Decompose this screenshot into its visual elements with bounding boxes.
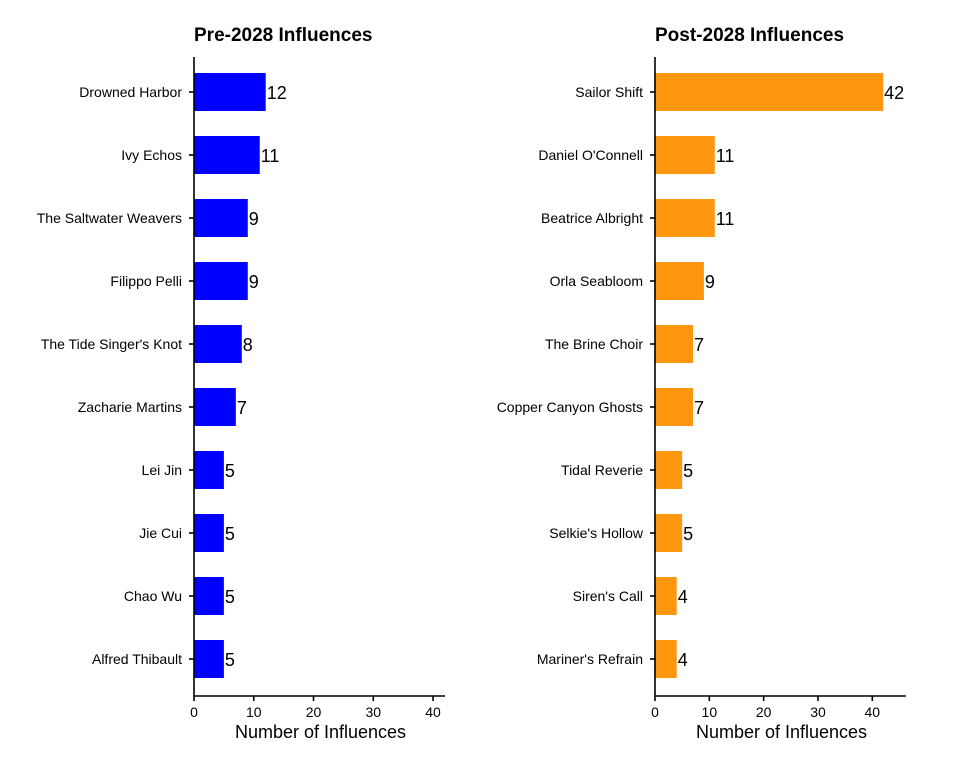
- category-label-copper-canyon-ghosts: Copper Canyon Ghosts: [497, 399, 643, 415]
- value-label-selkie-s-hollow: 5: [683, 524, 693, 544]
- value-label-the-tide-singer-s-knot: 8: [243, 335, 253, 355]
- category-label-the-tide-singer-s-knot: The Tide Singer's Knot: [41, 336, 182, 352]
- bar-chao-wu: [194, 577, 224, 615]
- chart0-x-tick-label-10: 10: [246, 704, 262, 720]
- category-label-zacharie-martins: Zacharie Martins: [78, 399, 182, 415]
- bar-selkie-s-hollow: [655, 514, 683, 552]
- bar-jie-cui: [194, 514, 224, 552]
- value-label-zacharie-martins: 7: [237, 398, 247, 418]
- bar-the-saltwater-weavers: [194, 199, 248, 237]
- category-label-alfred-thibault: Alfred Thibault: [92, 651, 182, 667]
- chart0-x-tick-label-0: 0: [190, 704, 198, 720]
- category-label-sailor-shift: Sailor Shift: [575, 84, 643, 100]
- category-label-beatrice-albright: Beatrice Albright: [541, 210, 643, 226]
- chart0-x-tick-label-20: 20: [306, 704, 322, 720]
- bar-tidal-reverie: [655, 451, 683, 489]
- bar-filippo-pelli: [194, 262, 248, 300]
- value-label-tidal-reverie: 5: [683, 461, 693, 481]
- category-label-daniel-o-connell: Daniel O'Connell: [538, 147, 643, 163]
- chart1-x-tick-label-40: 40: [865, 704, 881, 720]
- value-label-the-saltwater-weavers: 9: [249, 209, 259, 229]
- bar-sailor-shift: [655, 73, 884, 111]
- chart1-x-tick-label-30: 30: [810, 704, 826, 720]
- bar-siren-s-call: [655, 577, 677, 615]
- chart0-x-axis-title: Number of Influences: [235, 722, 406, 742]
- category-label-siren-s-call: Siren's Call: [573, 588, 643, 604]
- value-label-copper-canyon-ghosts: 7: [694, 398, 704, 418]
- bar-the-tide-singer-s-knot: [194, 325, 242, 363]
- bar-mariner-s-refrain: [655, 640, 677, 678]
- value-label-chao-wu: 5: [225, 587, 235, 607]
- category-label-the-saltwater-weavers: The Saltwater Weavers: [37, 210, 182, 226]
- value-label-jie-cui: 5: [225, 524, 235, 544]
- post-2028-chart: Post-2028 Influences Sailor Shift 42 Daniel…: [497, 25, 906, 742]
- category-label-filippo-pelli: Filippo Pelli: [110, 273, 182, 289]
- bar-copper-canyon-ghosts: [655, 388, 694, 426]
- value-label-beatrice-albright: 11: [716, 209, 735, 229]
- pre-2028-chart: Pre-2028 Influences Drowned Harbor 12 Ivy E…: [37, 25, 445, 742]
- chart1-x-tick-label-10: 10: [702, 704, 718, 720]
- bar-beatrice-albright: [655, 199, 715, 237]
- chart0-x-tick-label-30: 30: [365, 704, 381, 720]
- chart0-title: Pre-2028 Influences: [194, 25, 372, 46]
- value-label-daniel-o-connell: 11: [716, 146, 735, 166]
- bar-orla-seabloom: [655, 262, 704, 300]
- category-label-drowned-harbor: Drowned Harbor: [79, 84, 182, 100]
- bar-ivy-echos: [194, 136, 260, 174]
- value-label-mariner-s-refrain: 4: [678, 650, 688, 670]
- bar-alfred-thibault: [194, 640, 224, 678]
- value-label-siren-s-call: 4: [678, 587, 688, 607]
- value-label-drowned-harbor: 12: [267, 83, 287, 103]
- value-label-lei-jin: 5: [225, 461, 235, 481]
- category-label-orla-seabloom: Orla Seabloom: [550, 273, 643, 289]
- bar-lei-jin: [194, 451, 224, 489]
- category-label-ivy-echos: Ivy Echos: [121, 147, 182, 163]
- category-label-chao-wu: Chao Wu: [124, 588, 182, 604]
- chart1-x-axis-title: Number of Influences: [696, 722, 867, 742]
- chart1-x-tick-label-0: 0: [651, 704, 659, 720]
- bar-zacharie-martins: [194, 388, 236, 426]
- chart0-x-tick-label-40: 40: [425, 704, 441, 720]
- category-label-tidal-reverie: Tidal Reverie: [561, 462, 643, 478]
- chart1-title: Post-2028 Influences: [655, 25, 844, 46]
- category-label-lei-jin: Lei Jin: [142, 462, 182, 478]
- category-label-the-brine-choir: The Brine Choir: [545, 336, 643, 352]
- value-label-orla-seabloom: 9: [705, 272, 715, 292]
- value-label-the-brine-choir: 7: [694, 335, 704, 355]
- bar-drowned-harbor: [194, 73, 266, 111]
- value-label-ivy-echos: 11: [261, 146, 280, 166]
- category-label-selkie-s-hollow: Selkie's Hollow: [549, 525, 644, 541]
- category-label-mariner-s-refrain: Mariner's Refrain: [537, 651, 643, 667]
- value-label-alfred-thibault: 5: [225, 650, 235, 670]
- bar-the-brine-choir: [655, 325, 694, 363]
- category-label-jie-cui: Jie Cui: [139, 525, 182, 541]
- chart1-x-tick-label-20: 20: [756, 704, 772, 720]
- bar-daniel-o-connell: [655, 136, 715, 174]
- value-label-sailor-shift: 42: [884, 83, 904, 103]
- value-label-filippo-pelli: 9: [249, 272, 259, 292]
